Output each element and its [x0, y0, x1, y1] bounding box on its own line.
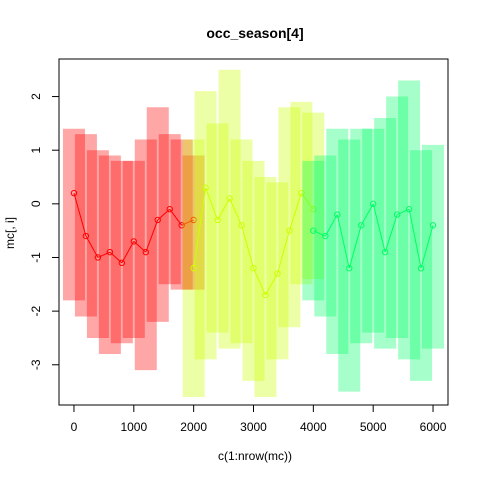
trace-segment — [336, 214, 350, 269]
data-point — [190, 265, 197, 272]
trace-segment — [265, 273, 278, 296]
trace-segment — [229, 198, 242, 226]
trace-segment — [313, 230, 326, 237]
y-axis-label: mc[, i] — [3, 217, 17, 249]
trace-segment — [169, 208, 183, 226]
trace-segment — [276, 230, 290, 274]
data-point — [358, 222, 365, 229]
data-point — [262, 291, 269, 299]
y-tick-label: -3 — [29, 359, 43, 370]
trace-segment — [360, 203, 374, 226]
trace-segment — [408, 209, 422, 269]
data-point — [118, 259, 126, 267]
data-point — [178, 222, 185, 229]
trace-segment — [324, 214, 338, 237]
data-point — [214, 216, 221, 224]
x-axis-label: c(1:nrow(mc)) — [218, 449, 292, 463]
x-tick-label: 2000 — [180, 420, 207, 434]
trace-segment — [420, 225, 434, 269]
data-point — [405, 206, 413, 213]
data-point — [82, 232, 90, 240]
data-point — [322, 232, 329, 240]
x-tick-label: 0 — [71, 420, 78, 434]
series-1 — [62, 107, 205, 371]
trace-segment — [384, 214, 398, 253]
trace-segment — [300, 192, 314, 210]
data-point — [154, 216, 161, 224]
trace-segment — [348, 225, 362, 269]
data-point — [106, 248, 114, 256]
x-tick-label: 3000 — [240, 420, 267, 434]
x-tick-label: 4000 — [300, 420, 327, 434]
data-point — [310, 206, 317, 213]
trace-segment — [145, 219, 159, 253]
data-point — [202, 184, 209, 191]
trace-segment — [253, 268, 266, 296]
data-point — [130, 238, 138, 245]
axes-layer: 0 1000 2000 3000 4000 5000 6000 -3 -2 -1 0 1 2 — [29, 93, 447, 434]
data-point — [250, 265, 257, 272]
trace-segment — [181, 219, 194, 226]
data-point — [286, 227, 293, 234]
trace-segment — [372, 203, 386, 253]
y-tick-label: -2 — [29, 305, 43, 316]
trace-segment — [205, 187, 219, 221]
data-point — [142, 248, 149, 256]
series-3 — [302, 80, 444, 392]
data-point — [429, 222, 437, 229]
data-point — [190, 216, 197, 224]
y-tick-label: -1 — [29, 252, 43, 263]
data-point — [274, 270, 281, 277]
trace-segment — [288, 192, 302, 231]
data-point — [94, 254, 102, 261]
y-tick-label: 0 — [29, 200, 43, 207]
y-tick-label: 2 — [29, 93, 43, 100]
data-point — [393, 211, 401, 218]
data-points-layer — [62, 69, 444, 397]
data-point — [334, 211, 341, 218]
data-point — [238, 222, 245, 229]
chart-title: occ_season[4] — [206, 25, 303, 41]
x-tick-label: 6000 — [420, 420, 447, 434]
data-point — [381, 248, 389, 256]
series-2 — [182, 69, 325, 397]
data-point — [369, 200, 377, 208]
trace-segment — [241, 225, 254, 269]
trace-segment — [217, 198, 230, 221]
x-tick-label: 1000 — [120, 420, 147, 434]
data-point — [298, 189, 305, 197]
trace-segment — [73, 192, 87, 237]
data-point — [166, 206, 173, 213]
y-tick-label: 1 — [29, 147, 43, 154]
trace-segment — [396, 208, 410, 216]
data-point — [310, 227, 317, 234]
data-point — [346, 265, 353, 272]
data-point — [226, 195, 233, 202]
x-tick-label: 5000 — [360, 420, 387, 434]
trace-segment — [97, 251, 111, 258]
data-point — [70, 189, 78, 197]
data-point — [417, 265, 425, 272]
trace-segment — [85, 235, 99, 258]
trace-segment — [193, 187, 207, 269]
trace-segment — [121, 241, 135, 264]
